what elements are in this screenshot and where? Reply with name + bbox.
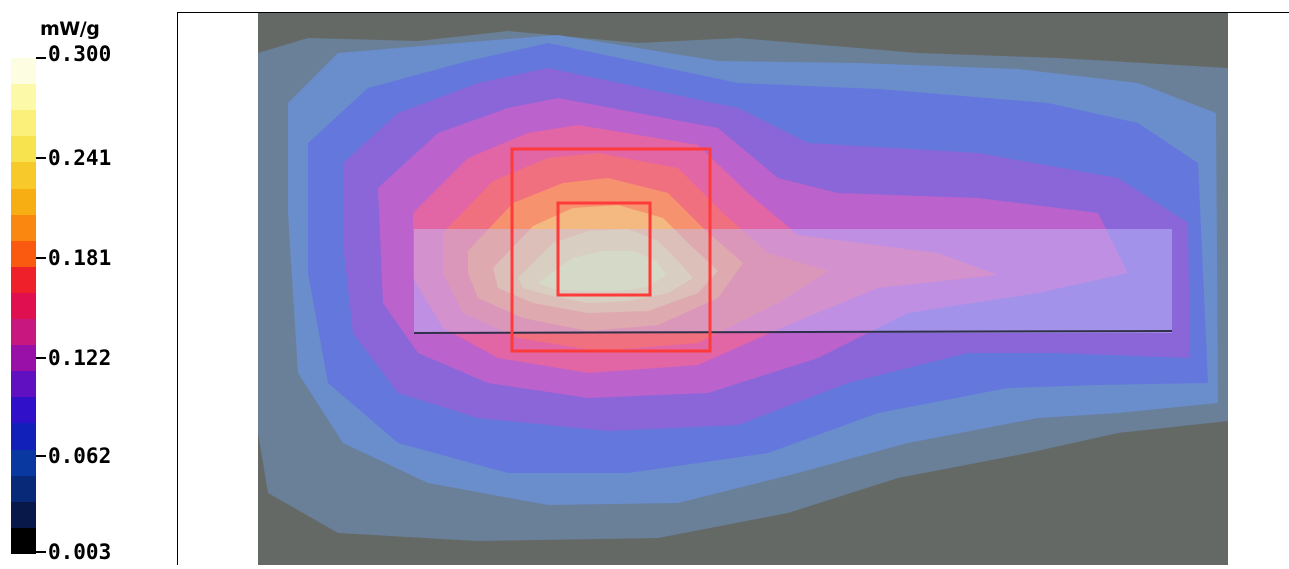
zoom-scan-inner-square: [556, 201, 652, 297]
colorbar-segment: [11, 292, 36, 320]
colorbar-tick-label: 0.241: [48, 146, 112, 170]
colorbar-segment: [11, 214, 36, 242]
plot-left-border: [177, 12, 178, 565]
device-outline-band: [414, 229, 1172, 333]
colorbar-tick: [36, 257, 46, 259]
colorbar-segment: [11, 475, 36, 503]
colorbar-tick: [36, 455, 46, 457]
colorbar-segment: [11, 345, 36, 372]
colorbar-tick: [36, 157, 46, 159]
colorbar-tick-label: 0.181: [48, 246, 112, 270]
device-baseline-line: [413, 330, 1173, 334]
colorbar-tick-label: 0.122: [48, 346, 112, 370]
colorbar-tick: [36, 357, 46, 359]
colorbar-segment: [11, 449, 36, 477]
colorbar-legend: mW/g 0.300 0.241 0.181 0.122 0.062 0.003: [0, 0, 178, 565]
colorbar-segment: [11, 266, 36, 294]
colorbar-tick: [36, 551, 46, 553]
plot-top-border: [178, 12, 1289, 13]
colorbar-segment: [11, 423, 36, 451]
colorbar-segment: [11, 240, 36, 268]
colorbar: [11, 58, 36, 555]
colorbar-segment: [11, 84, 36, 111]
zoom-scan-outer-square: [510, 147, 712, 353]
colorbar-segment: [11, 371, 36, 398]
colorbar-segment: [11, 110, 36, 137]
colorbar-segment: [11, 58, 36, 85]
colorbar-segment: [11, 319, 36, 346]
colorbar-tick-label: 0.300: [48, 42, 112, 66]
heatmap-svg: [178, 13, 1289, 565]
colorbar-segment: [11, 501, 36, 529]
colorbar-segment: [11, 136, 36, 163]
colorbar-segment: [11, 527, 36, 555]
colorbar-segment: [11, 162, 36, 189]
colorbar-tick: [36, 57, 46, 59]
colorbar-segment: [11, 188, 36, 216]
colorbar-tick-label: 0.003: [48, 540, 112, 564]
colorbar-segment: [11, 397, 36, 424]
contour-level-11: [538, 251, 666, 291]
colorbar-tick-label: 0.062: [48, 444, 112, 468]
colorbar-unit-label: mW/g: [40, 18, 100, 40]
sar-heatmap-plot: [178, 13, 1289, 565]
